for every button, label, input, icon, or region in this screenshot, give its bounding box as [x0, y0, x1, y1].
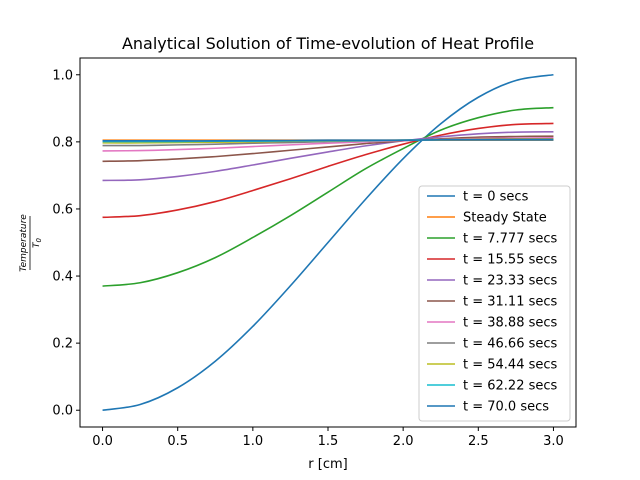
x-tick-label: 2.5 [468, 434, 489, 449]
y-axis-label-numerator: Temperature [19, 214, 29, 272]
legend-label-1: Steady State [463, 211, 547, 226]
legend-label-5: t = 31.11 secs [463, 295, 558, 310]
y-axis-label: Temperature T0 [19, 214, 43, 272]
y-tick-label: 0.8 [52, 135, 73, 150]
x-axis-ticks: 0.0 0.5 1.0 1.5 2.0 2.5 3.0 [92, 427, 564, 449]
x-tick-label: 3.0 [543, 434, 564, 449]
legend-label-0: t = 0 secs [463, 190, 529, 205]
y-tick-label: 1.0 [52, 68, 73, 83]
plot-lines [102, 73, 554, 412]
legend-label-6: t = 38.88 secs [463, 316, 558, 331]
legend-items: t = 0 secs Steady State t = 7.777 secs t = … [427, 190, 558, 415]
x-tick-label: 1.0 [243, 434, 264, 449]
series-line-10 [102, 139, 554, 142]
series-line-3 [102, 122, 554, 219]
legend-label-3: t = 15.55 secs [463, 253, 558, 268]
legend-frame [418, 185, 571, 422]
legend-label-2: t = 7.777 secs [463, 232, 558, 247]
legend-label-4: t = 23.33 secs [463, 274, 558, 289]
series-line-5 [102, 135, 554, 163]
y-tick-label: 0.4 [52, 270, 73, 285]
legend: t = 0 secs Steady State t = 7.777 secs t = … [418, 185, 571, 422]
y-tick-label: 0.0 [52, 404, 73, 419]
y-axis-label-denominator: T0 [32, 237, 43, 248]
series-line-4 [102, 131, 554, 182]
y-tick-label: 0.6 [52, 202, 73, 217]
series-line-0 [102, 73, 554, 412]
chart-title: Analytical Solution of Time-evolution of… [122, 34, 534, 53]
x-tick-label: 0.0 [92, 434, 113, 449]
y-axis-ticks: 0.0 0.2 0.4 0.6 0.8 1.0 [52, 68, 80, 419]
legend-label-7: t = 46.66 secs [463, 337, 558, 352]
series-line-2 [102, 106, 554, 287]
x-tick-label: 2.0 [393, 434, 414, 449]
x-tick-label: 0.5 [167, 434, 188, 449]
y-tick-label: 0.2 [52, 337, 73, 352]
legend-label-10: t = 70.0 secs [463, 400, 549, 415]
x-axis-label: r [cm] [308, 457, 347, 472]
legend-label-9: t = 62.22 secs [463, 379, 558, 394]
x-tick-label: 1.5 [318, 434, 339, 449]
legend-label-8: t = 54.44 secs [463, 358, 558, 373]
